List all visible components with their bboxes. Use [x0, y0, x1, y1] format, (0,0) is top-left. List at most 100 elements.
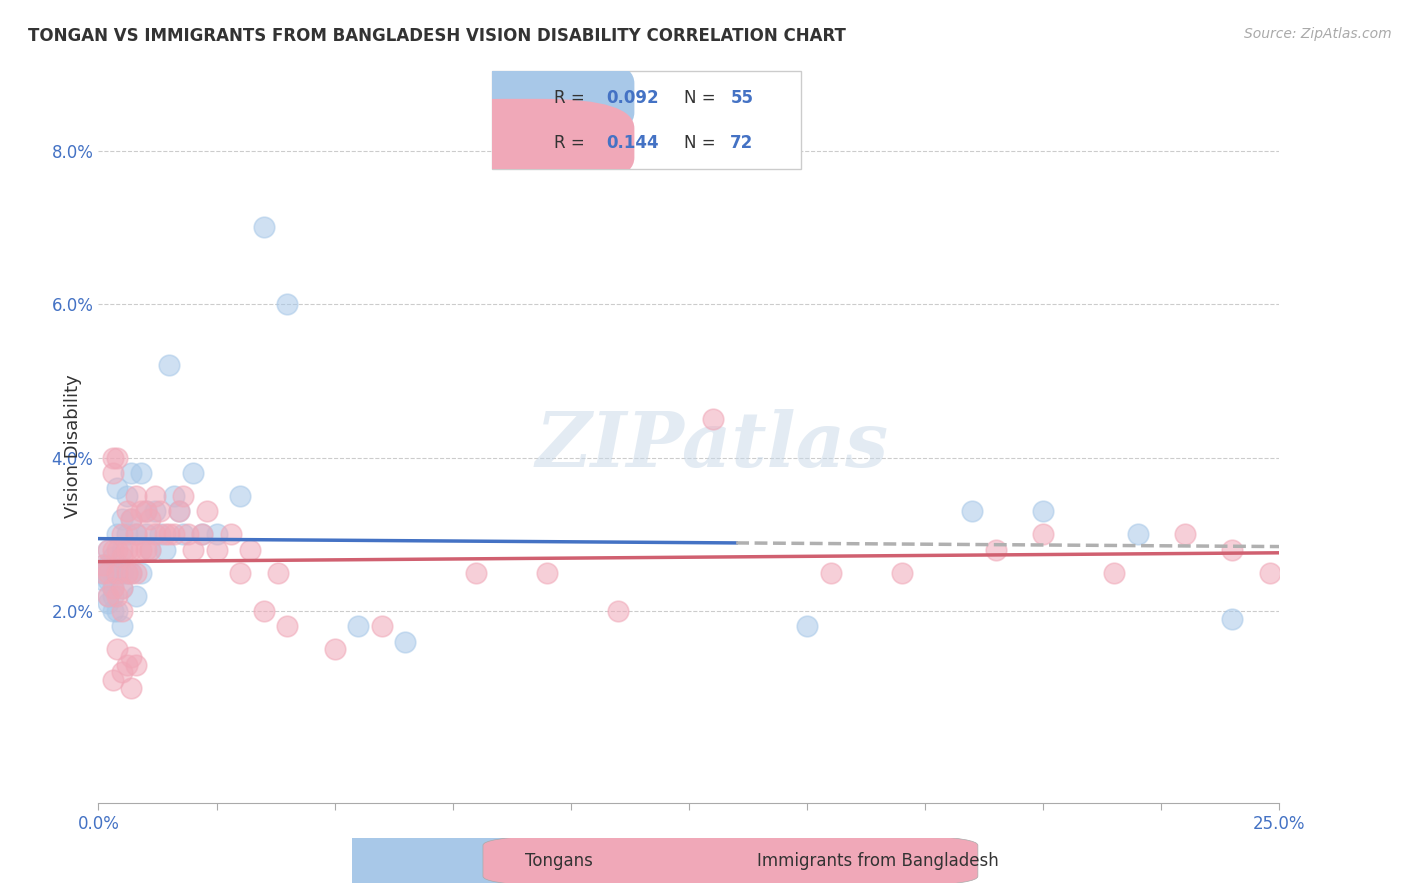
Point [91, 558, 114, 572]
Point [125, 527, 148, 541]
Point [323, 642, 346, 657]
Text: 72: 72 [730, 134, 754, 152]
Point [101, 589, 124, 603]
Point [111, 566, 134, 580]
Point [157, 359, 180, 373]
Point [172, 489, 194, 503]
Point [163, 527, 186, 541]
Text: Immigrants from Bangladesh: Immigrants from Bangladesh [758, 852, 1000, 870]
Point [121, 566, 143, 580]
Point [121, 512, 143, 526]
Point [702, 412, 724, 426]
Point [149, 527, 172, 541]
Text: Tongans: Tongans [526, 852, 593, 870]
FancyBboxPatch shape [412, 54, 634, 142]
Point [101, 466, 124, 480]
Point [115, 504, 138, 518]
Y-axis label: Vision Disability: Vision Disability [63, 374, 82, 518]
Point [239, 542, 262, 557]
Point [135, 542, 157, 557]
Point [111, 527, 134, 541]
Point [536, 566, 558, 580]
Point [97, 558, 120, 572]
Text: 0.092: 0.092 [606, 89, 659, 107]
Point [177, 527, 200, 541]
Point [97, 596, 120, 610]
Text: ZIPatlas: ZIPatlas [536, 409, 889, 483]
Point [115, 657, 138, 672]
Point [105, 481, 128, 495]
Point [962, 504, 984, 518]
Point [129, 542, 152, 557]
Point [97, 542, 120, 557]
Text: R =: R = [554, 134, 591, 152]
Point [394, 634, 416, 648]
Point [135, 527, 157, 541]
Point [129, 504, 152, 518]
Point [105, 566, 128, 580]
Point [157, 527, 180, 541]
Point [1258, 566, 1281, 580]
Point [97, 566, 120, 580]
Point [121, 466, 143, 480]
Point [205, 542, 228, 557]
Point [97, 542, 120, 557]
Point [91, 558, 114, 572]
Point [111, 665, 134, 680]
Text: 0.144: 0.144 [606, 134, 659, 152]
Point [149, 504, 172, 518]
Point [267, 566, 290, 580]
Point [101, 673, 124, 687]
FancyBboxPatch shape [492, 71, 801, 169]
Point [1032, 527, 1054, 541]
Point [125, 489, 148, 503]
Point [253, 604, 276, 618]
Point [139, 542, 162, 557]
Point [143, 504, 166, 518]
Point [167, 504, 190, 518]
Point [101, 550, 124, 565]
Point [105, 566, 128, 580]
Point [1220, 612, 1243, 626]
Point [181, 466, 204, 480]
Point [371, 619, 394, 633]
Point [135, 504, 157, 518]
Point [163, 489, 186, 503]
Point [143, 489, 166, 503]
Point [229, 566, 252, 580]
Point [115, 566, 138, 580]
Point [105, 542, 128, 557]
Point [121, 542, 143, 557]
Point [101, 566, 124, 580]
Point [125, 657, 148, 672]
Point [276, 619, 298, 633]
Point [181, 542, 204, 557]
Point [820, 566, 842, 580]
Point [101, 581, 124, 595]
Point [111, 581, 134, 595]
Point [101, 604, 124, 618]
Point [172, 527, 194, 541]
Point [105, 604, 128, 618]
Point [105, 450, 128, 465]
Point [121, 512, 143, 526]
Point [465, 566, 488, 580]
Point [139, 512, 162, 526]
Text: 55: 55 [730, 89, 754, 107]
Point [91, 566, 114, 580]
Point [105, 642, 128, 657]
Point [125, 566, 148, 580]
Point [91, 566, 114, 580]
Point [796, 619, 818, 633]
Point [135, 504, 157, 518]
FancyBboxPatch shape [412, 99, 634, 187]
Point [1102, 566, 1125, 580]
Point [121, 650, 143, 665]
Point [105, 527, 128, 541]
Point [97, 589, 120, 603]
Point [115, 527, 138, 541]
Point [153, 542, 176, 557]
Point [1174, 527, 1197, 541]
Point [111, 542, 134, 557]
Point [347, 619, 370, 633]
